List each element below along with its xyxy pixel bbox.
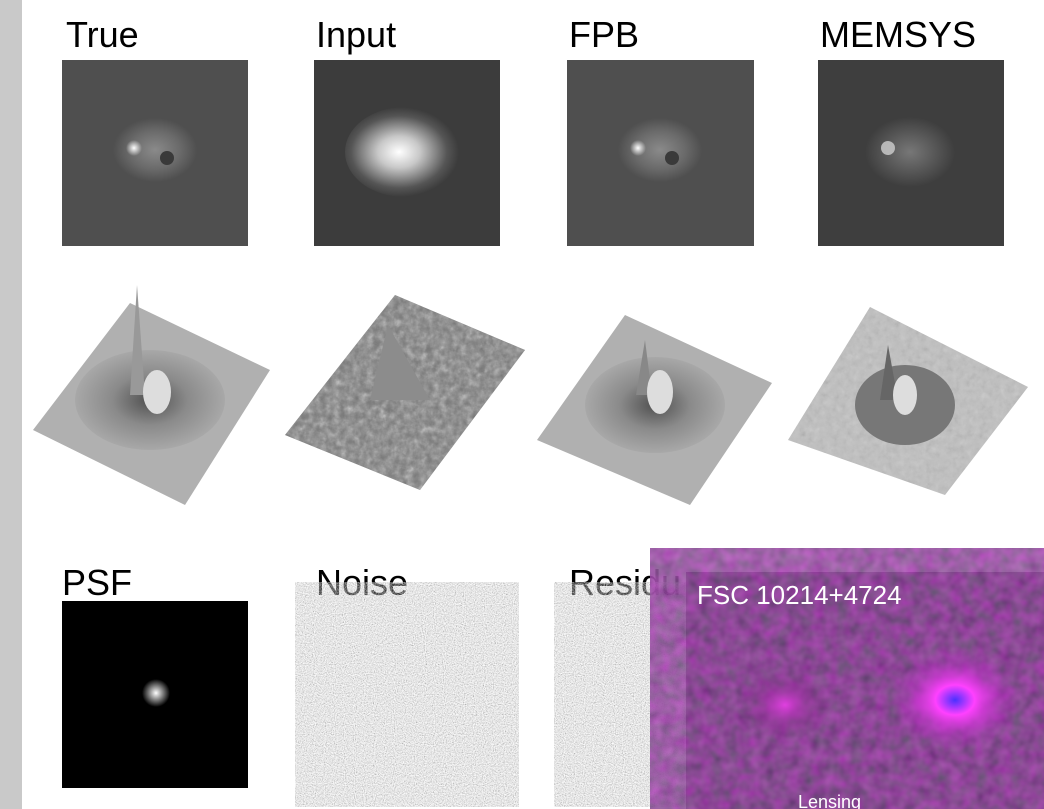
panel-label: True <box>66 14 139 55</box>
panel-label: PSF <box>62 562 132 603</box>
panel-label: Noise <box>316 562 408 603</box>
panel-label: Residu <box>569 562 681 603</box>
page: True Input FPB MEMSYS PSF Nois <box>0 0 1044 809</box>
overlay-title: FSC 10214+4724 <box>697 580 902 610</box>
panel-label: Input <box>316 14 396 55</box>
overlay-caption: Lensing <box>798 792 861 809</box>
panel-label: FPB <box>569 14 639 55</box>
overlay-image: FSC 10214+4724 Lensing <box>686 572 1044 809</box>
slide: True Input FPB MEMSYS PSF Nois <box>0 0 1044 809</box>
panel-label: MEMSYS <box>820 14 976 55</box>
image-row <box>62 601 697 788</box>
